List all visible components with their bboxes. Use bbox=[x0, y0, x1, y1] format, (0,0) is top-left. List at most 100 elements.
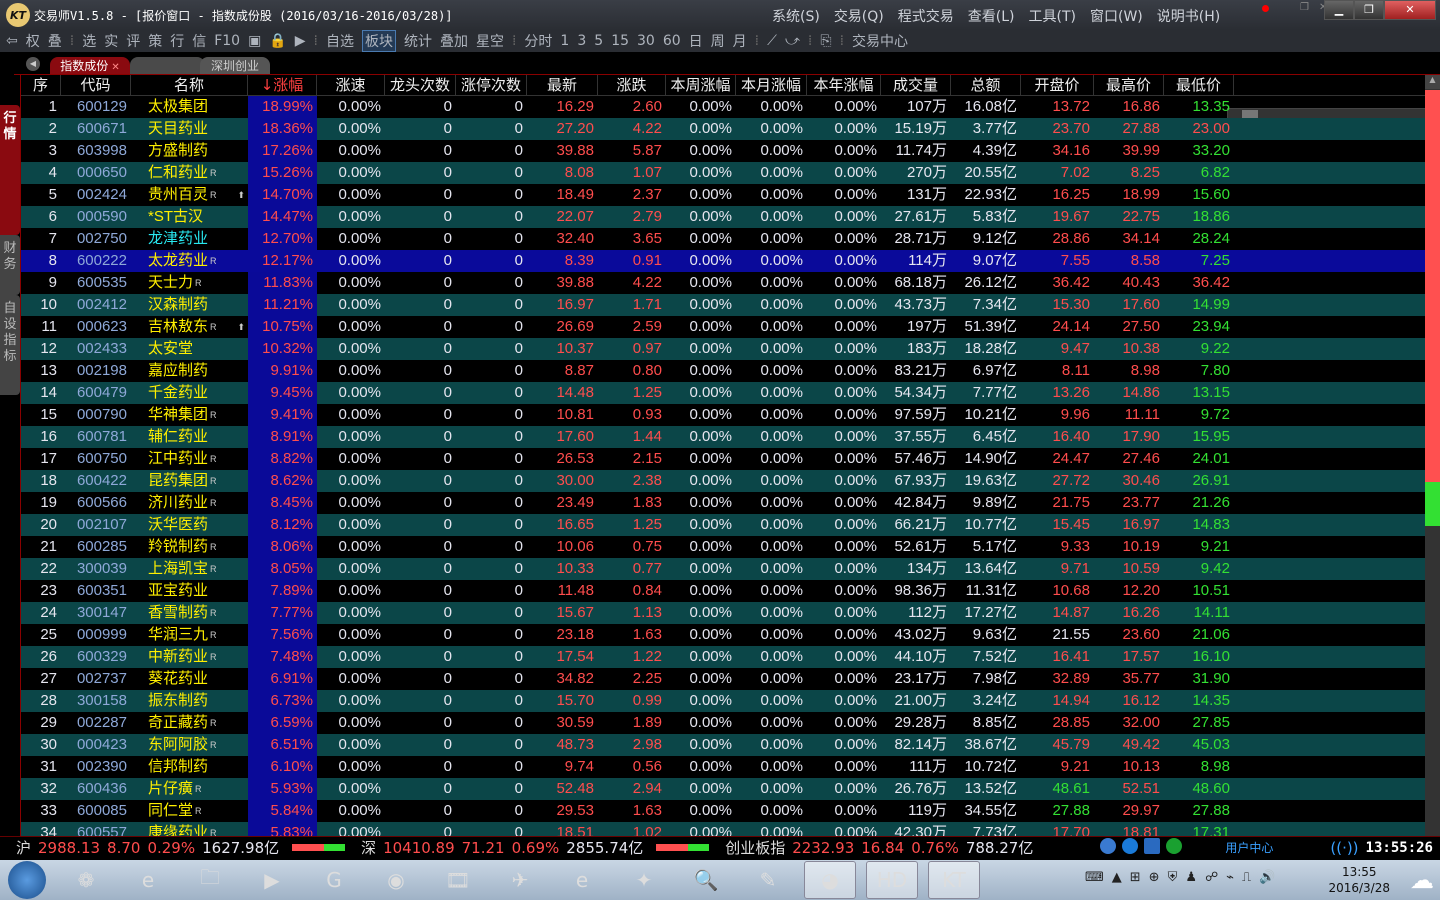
video-icon[interactable]: 🎞 bbox=[445, 868, 471, 892]
tab-index-components[interactable]: 指数成份 ✕ bbox=[50, 57, 130, 75]
search-app-icon[interactable]: 🔍 bbox=[693, 868, 719, 892]
tray-expand-icon[interactable]: ▲ bbox=[1111, 870, 1122, 885]
hd-player-icon[interactable]: HD bbox=[866, 861, 918, 899]
column-header[interactable]: 涨停次数 bbox=[456, 75, 527, 96]
green-ie-icon[interactable]: e bbox=[575, 868, 589, 892]
table-row[interactable]: 33 600085 同仁堂 R 5.84% 0.00% 0 0 29.53 1.63 0.00% 0.… bbox=[21, 800, 1425, 822]
side-tab-market[interactable]: 行情 bbox=[0, 105, 20, 235]
table-row[interactable]: 32 600436 片仔癀 R 5.93% 0.00% 0 0 52.48 2.94 0.00% 0.… bbox=[21, 778, 1425, 800]
weather-icon[interactable]: ☁ bbox=[1410, 866, 1434, 894]
toolbar-item[interactable]: 实 bbox=[104, 34, 119, 50]
tab-blank[interactable] bbox=[130, 57, 205, 75]
table-row[interactable]: 9 600535 天士力 R 11.83% 0.00% 0 0 39.88 4.22 0.00% 0.… bbox=[21, 272, 1425, 294]
table-row[interactable]: 31 002390 信邦制药 6.10% 0.00% 0 0 9.74 0.56 0.00% 0.0… bbox=[21, 756, 1425, 778]
toolbar-item[interactable]: 统计 bbox=[403, 34, 432, 50]
column-header[interactable]: 本年涨幅 bbox=[807, 75, 881, 96]
buy-icon[interactable] bbox=[1144, 837, 1161, 854]
column-header[interactable]: 龙头次数 bbox=[385, 75, 456, 96]
start-button[interactable] bbox=[8, 861, 46, 899]
picture-viewer-icon[interactable]: ◉ bbox=[387, 868, 405, 892]
table-row[interactable]: 21 600285 羚锐制药 R 8.06% 0.00% 0 0 10.06 0.75 0.00% 0… bbox=[21, 536, 1425, 558]
table-row[interactable]: 15 000790 华神集团 R 9.41% 0.00% 0 0 10.81 0.93 0.00% 0… bbox=[21, 404, 1425, 426]
alert-bell-icon[interactable] bbox=[1100, 837, 1117, 854]
column-header[interactable]: 本月涨幅 bbox=[736, 75, 807, 96]
360-tray-icon[interactable]: ⊕ bbox=[1148, 870, 1160, 885]
toolbar-item[interactable]: 日 bbox=[688, 34, 703, 50]
shield-icon[interactable]: ⛨ bbox=[1167, 870, 1178, 885]
tab-shenzhen-chinext[interactable]: 深圳创业 bbox=[200, 57, 270, 75]
volume-icon[interactable]: 🔊 bbox=[1259, 870, 1276, 885]
firefox-icon[interactable]: ◕ bbox=[804, 861, 856, 899]
column-header[interactable]: 成交量 bbox=[881, 75, 951, 96]
lock-icon[interactable]: 🔒 bbox=[269, 33, 287, 49]
column-header[interactable]: 总额 bbox=[951, 75, 1021, 96]
360-icon[interactable]: ❁ bbox=[77, 868, 95, 892]
copy-icon[interactable]: ⎘ bbox=[820, 33, 832, 49]
column-header[interactable]: ↓涨幅 bbox=[248, 75, 317, 96]
column-header[interactable]: 涨速 bbox=[317, 75, 385, 96]
table-row[interactable]: 14 600479 千金药业 9.45% 0.00% 0 0 14.48 1.25 0.00% 0.… bbox=[21, 382, 1425, 404]
scroll-thumb[interactable] bbox=[1242, 110, 1258, 119]
tab-close-icon[interactable]: ✕ bbox=[108, 62, 120, 73]
toolbar-item[interactable]: 星空 bbox=[475, 34, 504, 50]
menu-item[interactable]: 工具(T) bbox=[1028, 9, 1076, 25]
toolbar-item[interactable]: 权 bbox=[25, 34, 40, 50]
table-row[interactable]: 13 002198 嘉应制药 9.91% 0.00% 0 0 8.87 0.80 0.00% 0.0… bbox=[21, 360, 1425, 382]
table-row[interactable]: 2 600671 天目药业 18.36% 0.00% 0 0 27.20 4.22 0.00% 0.… bbox=[21, 118, 1425, 140]
toolbar-item[interactable]: 选 bbox=[82, 34, 97, 50]
menu-item[interactable]: 说明书(H) bbox=[1156, 9, 1221, 25]
toolbar-item[interactable]: 30 bbox=[637, 33, 655, 49]
toolbar-item[interactable]: 15 bbox=[611, 33, 630, 49]
menu-item[interactable]: 窗口(W) bbox=[1089, 9, 1143, 25]
windows-icon[interactable]: ⊞ bbox=[1129, 870, 1141, 885]
menu-item[interactable]: 程式交易 bbox=[897, 9, 954, 25]
table-row[interactable]: 1 600129 太极集团 18.99% 0.00% 0 0 16.29 2.60 0.00% 0.… bbox=[21, 96, 1425, 118]
toolbar-item[interactable]: 60 bbox=[662, 33, 681, 49]
table-row[interactable]: 17 600750 江中药业 R 8.82% 0.00% 0 0 26.53 2.15 0.00% 0… bbox=[21, 448, 1425, 470]
menu-item[interactable]: 系统(S) bbox=[772, 9, 820, 25]
toolbar-item[interactable]: 分时 bbox=[524, 34, 553, 50]
refresh-icon[interactable] bbox=[1166, 837, 1183, 854]
scroll-up-icon[interactable]: ▲ bbox=[1425, 75, 1440, 89]
network-icon[interactable]: ⎍ bbox=[1242, 870, 1252, 885]
restore-small-icon[interactable]: ❐ bbox=[1300, 2, 1309, 13]
ie-icon[interactable]: e bbox=[141, 868, 155, 892]
foxmail-icon[interactable]: ✦ bbox=[635, 868, 653, 892]
explorer-icon[interactable]: 🗀 bbox=[200, 865, 220, 889]
notepad-icon[interactable]: ✎ bbox=[759, 868, 777, 892]
table-row[interactable]: 23 600351 亚宝药业 7.89% 0.00% 0 0 11.48 0.84 0.00% 0.… bbox=[21, 580, 1425, 602]
table-row[interactable]: 11 000623 吉林敖东 R ⬆ 10.75% 0.00% 0 0 26.69 2.59 0.00… bbox=[21, 316, 1425, 338]
table-row[interactable]: 20 002107 沃华医药 8.12% 0.00% 0 0 16.65 1.25 0.00% 0.… bbox=[21, 514, 1425, 536]
table-row[interactable]: 28 300158 振东制药 6.73% 0.00% 0 0 15.70 0.99 0.00% 0.… bbox=[21, 690, 1425, 712]
back-icon[interactable]: ⇦ bbox=[6, 33, 18, 49]
toolbar-item[interactable]: 3 bbox=[577, 33, 587, 49]
column-header[interactable]: 最新 bbox=[527, 75, 598, 96]
column-header[interactable]: 最低价 bbox=[1164, 75, 1234, 96]
table-row[interactable]: 29 002287 奇正藏药 R 6.59% 0.00% 0 0 30.59 1.89 0.00% 0… bbox=[21, 712, 1425, 734]
toolbar-item[interactable]: 行 bbox=[170, 34, 185, 50]
column-header[interactable]: 序 bbox=[21, 75, 61, 96]
play-icon[interactable]: ▶ bbox=[294, 33, 306, 49]
kt-app-icon[interactable]: KT bbox=[928, 861, 980, 899]
table-row[interactable]: 4 000650 仁和药业 R 15.26% 0.00% 0 0 8.08 1.07 0.00% 0.… bbox=[21, 162, 1425, 184]
toolbar-item[interactable]: 交易中心 bbox=[852, 34, 909, 50]
toolbar-item[interactable]: 周 bbox=[710, 34, 725, 50]
toolbar-item[interactable]: F10 bbox=[214, 33, 241, 49]
g-app-icon[interactable]: G bbox=[326, 868, 342, 892]
qq-icon[interactable]: ♟ bbox=[1185, 870, 1197, 885]
table-row[interactable]: 34 600557 康缘药业 R 5.83% 0.00% 0 0 18.51 1.02 0.00% 0… bbox=[21, 822, 1425, 836]
tab-scroll-left-icon[interactable]: ◀ bbox=[26, 57, 40, 71]
table-row[interactable]: 7 002750 龙津药业 12.70% 0.00% 0 0 32.40 3.65 0.00% 0.… bbox=[21, 228, 1425, 250]
close-button[interactable]: ✕ bbox=[1384, 0, 1436, 20]
toolbar-item[interactable]: 板块 bbox=[361, 30, 396, 52]
toolbar-item[interactable]: 1 bbox=[560, 33, 570, 49]
table-row[interactable]: 6 000590 *ST古汉 14.47% 0.00% 0 0 22.07 2.79 0.00% 0… bbox=[21, 206, 1425, 228]
table-row[interactable]: 30 000423 东阿阿胶 R 6.51% 0.00% 0 0 48.73 2.98 0.00% 0… bbox=[21, 734, 1425, 756]
column-header[interactable]: 涨跌 bbox=[598, 75, 666, 96]
column-header[interactable]: 本周涨幅 bbox=[666, 75, 736, 96]
window-icon[interactable]: ▣ bbox=[248, 33, 262, 49]
toolbar-item[interactable]: 信 bbox=[192, 34, 207, 50]
close-small-icon[interactable]: ✕ bbox=[1319, 2, 1327, 13]
vertical-scrollbar[interactable]: ▲ bbox=[1425, 75, 1440, 836]
toolbar-item[interactable]: 月 bbox=[732, 34, 747, 50]
